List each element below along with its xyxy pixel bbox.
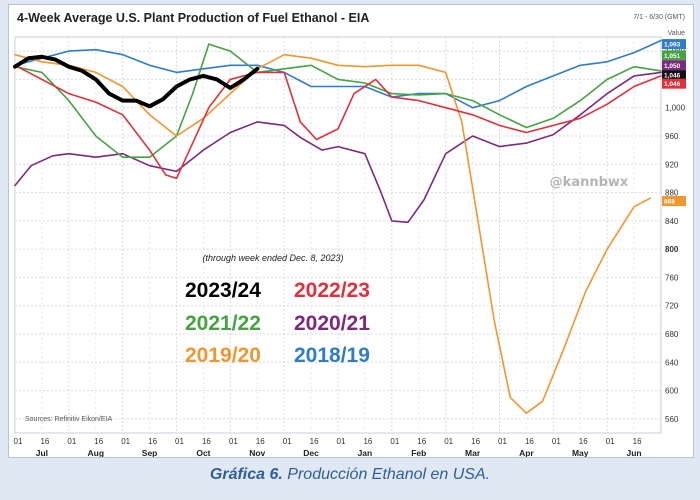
x-month-label: Jul — [36, 448, 48, 457]
y-tick-label: 680 — [665, 330, 679, 339]
x-month-label: Jan — [358, 448, 373, 457]
x-day-tick: 16 — [525, 437, 534, 446]
series-line-2018-19 — [14, 39, 662, 109]
x-day-tick: 16 — [579, 437, 588, 446]
last-value-badge-text: 1,051 — [664, 53, 681, 60]
last-value-badge-text: 1,050 — [664, 63, 681, 70]
x-month-label: Jun — [627, 448, 642, 457]
watermark: @kannbwx — [550, 175, 629, 190]
x-day-tick: 01 — [498, 437, 507, 446]
x-month-label: Nov — [249, 448, 265, 457]
caption-prefix: Gráfica 6. — [209, 466, 283, 483]
last-value-badge — [662, 78, 686, 89]
x-month-label: Aug — [87, 448, 104, 457]
last-value-badge-text: 1,046 — [664, 81, 681, 88]
y-tick-label: 840 — [665, 217, 679, 226]
x-day-tick: 16 — [94, 437, 103, 446]
y-tick-label: 800 — [665, 245, 679, 254]
x-day-tick: 01 — [552, 437, 561, 446]
x-month-label: Oct — [196, 448, 210, 457]
x-month-label: Feb — [411, 448, 426, 457]
x-month-label: Sep — [142, 448, 158, 457]
y-tick-label: 560 — [665, 415, 679, 424]
x-day-tick: 16 — [256, 437, 265, 446]
y-tick-label: 720 — [665, 302, 679, 311]
y-tick-label: 920 — [665, 160, 679, 169]
series-line-2020-21 — [14, 71, 662, 224]
series-line-2022-23 — [14, 64, 662, 180]
y-tick-label: 1,000 — [665, 104, 686, 113]
x-day-tick: 01 — [175, 437, 184, 446]
x-day-tick: 01 — [444, 437, 453, 446]
legend-entry-2022-23: 2022/23 — [294, 279, 370, 302]
x-day-tick: 16 — [202, 437, 211, 446]
line-chart: 560 600 640 680 720 760 800 840 880 920 960 1,000 1,… — [13, 11, 686, 457]
x-day-tick: 01 — [390, 437, 399, 446]
x-day-tick: 01 — [14, 437, 23, 446]
x-month-label: May — [572, 448, 589, 457]
x-day-tick: 16 — [40, 437, 49, 446]
date-range-label: 7/1 - 6/30 (GMT) — [633, 14, 685, 21]
x-day-tick: 16 — [633, 437, 642, 446]
x-day-tick: 01 — [67, 437, 76, 446]
x-day-tick: 01 — [283, 437, 292, 446]
legend-entry-2018-19: 2018/19 — [294, 344, 370, 367]
grid — [14, 36, 662, 434]
last-value-badge-text: 1,046 — [664, 73, 681, 80]
x-day-tick: 16 — [363, 437, 372, 446]
legend-entry-2023-24: 2023/24 — [185, 279, 261, 302]
legend-entry-2021-22: 2021/22 — [185, 312, 261, 335]
last-value-badge — [662, 70, 686, 81]
y-tick-label: 760 — [665, 273, 679, 282]
legend-entry-2020-21: 2020/21 — [294, 312, 370, 335]
x-day-tick: 01 — [121, 437, 130, 446]
figure-caption: Gráfica 6. Producción Ethanol en USA. — [0, 466, 700, 484]
x-month-label: Apr — [519, 448, 534, 457]
x-day-tick: 01 — [337, 437, 346, 446]
x-month-label: Dec — [303, 448, 319, 457]
value-label: Value — [668, 30, 685, 37]
source-note: Sources: Refinitiv Eikon/EIA — [25, 416, 112, 423]
last-value-badge — [662, 39, 686, 50]
y-tick-label: 960 — [665, 132, 679, 141]
axis-layer: 560 600 640 680 720 760 800 840 880 920 960 1,000 1,… — [14, 39, 686, 457]
last-value-badge-text: 1,093 — [664, 42, 681, 49]
legend-entry-2019-20: 2019/20 — [185, 344, 261, 367]
x-day-tick: 01 — [606, 437, 615, 446]
y-tick-label: 600 — [665, 387, 679, 396]
legend: 2023/24 2022/23 2021/22 2020/21 2019/20 2018/… — [185, 279, 370, 367]
y-tick-label: 640 — [665, 358, 679, 367]
through-week-note: (through week ended Dec. 8, 2023) — [202, 253, 343, 263]
x-day-tick: 16 — [417, 437, 426, 446]
x-day-tick: 01 — [229, 437, 238, 446]
x-day-tick: 16 — [471, 437, 480, 446]
y-tick-label: 880 — [665, 189, 679, 198]
x-day-tick: 16 — [148, 437, 157, 446]
chart-frame: 560 600 640 680 720 760 800 840 880 920 960 1,000 1,… — [8, 4, 694, 458]
chart-title: 4-Week Average U.S. Plant Production of … — [17, 11, 369, 25]
last-value-badge — [662, 60, 686, 71]
series-layer — [13, 39, 662, 414]
caption-text: Producción Ethanol en USA. — [282, 466, 491, 483]
x-month-label: Mar — [465, 448, 481, 457]
last-value-badge-text: 868 — [664, 199, 675, 206]
x-day-tick: 16 — [310, 437, 319, 446]
last-value-badge — [662, 196, 686, 207]
series-line-2021-22 — [14, 43, 662, 158]
series-line-2023-24 — [13, 54, 260, 109]
last-value-badge — [662, 50, 686, 61]
